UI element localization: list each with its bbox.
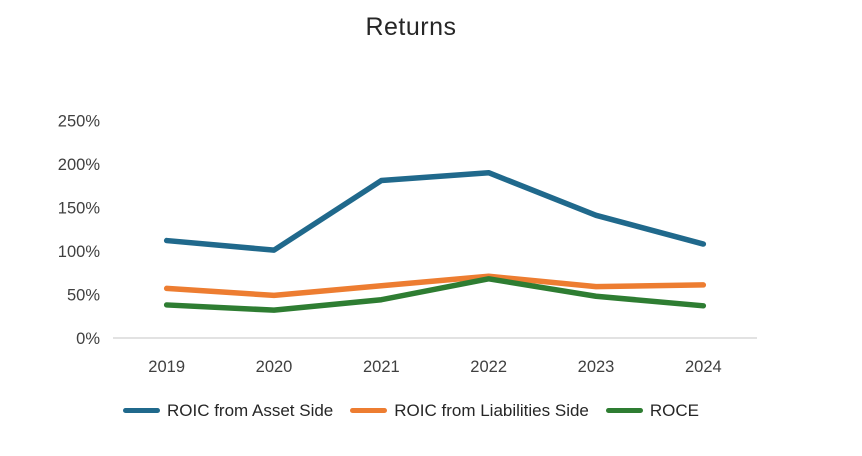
x-axis-tick-label: 2020 [256, 358, 293, 376]
y-axis-tick-label: 250% [58, 112, 101, 130]
legend-item: ROCE [605, 401, 700, 420]
x-axis-tick-label: 2019 [148, 358, 185, 376]
legend-swatch [350, 408, 388, 413]
chart-legend: ROIC from Asset Side ROIC from Liabilitie… [0, 402, 822, 419]
legend-label: ROIC from Asset Side [166, 401, 334, 420]
y-axis-tick-label: 50% [67, 286, 100, 304]
y-axis-tick-label: 0% [76, 330, 100, 348]
legend-item: ROIC from Asset Side [122, 401, 334, 420]
x-axis-tick-label: 2023 [578, 358, 615, 376]
series-line-0 [163, 169, 707, 253]
legend-item: ROIC from Liabilities Side [350, 402, 589, 419]
legend-label: ROCE [649, 401, 700, 420]
y-axis-tick-label: 150% [58, 199, 101, 217]
x-axis-tick-label: 2021 [363, 358, 400, 376]
x-axis-tick-label: 2022 [470, 358, 507, 376]
series-line-1 [163, 273, 707, 299]
series-line-2 [163, 276, 707, 313]
legend-swatch [605, 408, 643, 413]
chart-title: Returns [365, 13, 457, 41]
x-axis-tick-label: 2024 [685, 358, 722, 376]
y-axis-tick-label: 100% [58, 243, 101, 261]
legend-label: ROIC from Liabilities Side [394, 401, 589, 420]
y-axis-tick-label: 200% [58, 156, 101, 174]
legend-swatch [122, 408, 160, 413]
